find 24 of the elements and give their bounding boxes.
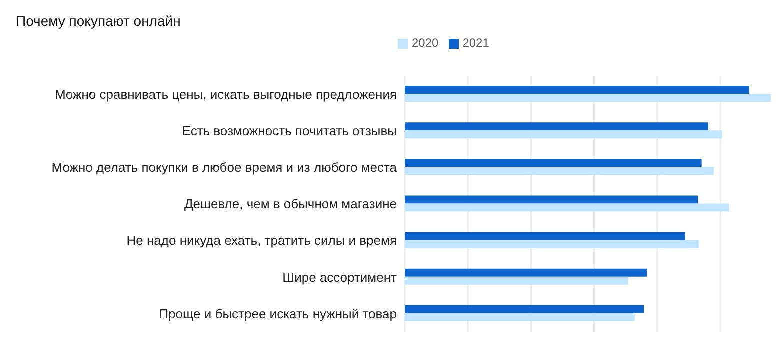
bar	[405, 159, 702, 168]
bar	[405, 94, 771, 102]
y-tick-label: Можно сравнивать цены, искать выгодные предложения	[54, 86, 397, 102]
bar	[405, 305, 644, 314]
y-tick-label: Есть возможность почитать отзывы	[182, 123, 397, 138]
bar	[405, 240, 700, 248]
y-tick-label: Можно делать покупки в любое время и из любого места	[52, 160, 398, 176]
y-tick-label: Шире ассортимент	[282, 270, 398, 285]
bar	[405, 130, 722, 139]
bar	[405, 122, 708, 131]
y-tick-label: Проще и быстрее искать нужный товар	[159, 306, 397, 322]
bar	[405, 268, 648, 277]
legend-label: 2021	[462, 36, 490, 50]
text: Почему покупают онлайн	[16, 13, 181, 29]
bar	[405, 196, 698, 204]
bar	[405, 276, 628, 285]
bar	[405, 204, 730, 212]
bar	[405, 86, 750, 94]
bar	[405, 313, 635, 322]
y-tick-label: Не надо никуда ехать, тратить силы и время	[126, 233, 397, 248]
bar	[405, 232, 686, 240]
y-tick-label: Дешевле, чем в обычном магазине	[184, 196, 397, 212]
bar	[405, 167, 714, 176]
legend-label: 2020	[412, 36, 439, 50]
